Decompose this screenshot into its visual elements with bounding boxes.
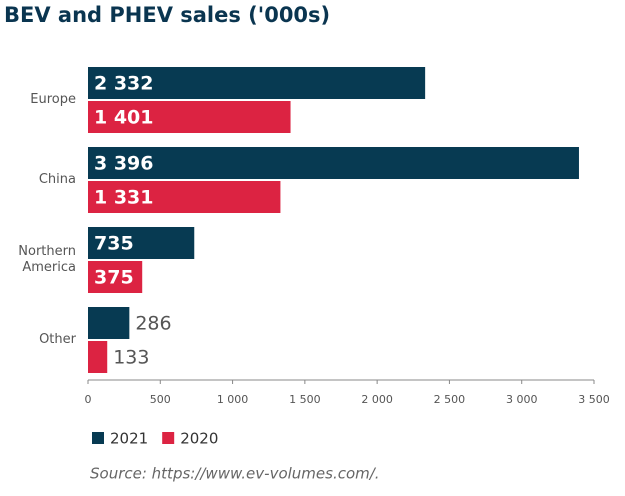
chart-title: BEV and PHEV sales ('000s)	[4, 3, 330, 27]
x-tick-label: 2 500	[434, 393, 466, 406]
value-label: 3 396	[94, 153, 154, 175]
value-label: 375	[94, 267, 134, 289]
bar	[88, 261, 143, 293]
x-tick-label: 1 500	[289, 393, 321, 406]
category-label: Europe	[30, 92, 76, 107]
bar	[88, 181, 281, 213]
category-label: Other	[39, 332, 76, 347]
bar	[88, 101, 291, 133]
x-tick-label: 2 000	[361, 393, 393, 406]
category-label: China	[38, 172, 76, 187]
x-tick-label: 3 500	[578, 393, 610, 406]
legend-label: 2021	[110, 430, 148, 448]
legend-swatch	[162, 432, 175, 444]
bar	[88, 147, 579, 179]
legend-label: 2020	[180, 430, 218, 448]
bar	[88, 307, 130, 339]
value-label: 735	[94, 233, 134, 255]
value-label: 286	[135, 313, 171, 335]
x-tick-label: 3 000	[506, 393, 538, 406]
x-tick-label: 500	[150, 393, 171, 406]
bar	[88, 341, 108, 373]
value-label: 2 332	[94, 73, 154, 95]
value-label: 1 401	[94, 107, 154, 129]
bar	[88, 67, 426, 99]
legend-swatch	[92, 432, 104, 444]
x-tick-label: 0	[85, 393, 92, 406]
category-label: Northern America	[18, 244, 76, 275]
source: Source: https://www.ev-volumes.com/.	[90, 465, 380, 483]
value-label: 133	[113, 347, 149, 369]
x-tick-label: 1 000	[217, 393, 249, 406]
value-label: 1 331	[94, 187, 154, 209]
bar	[88, 227, 195, 259]
